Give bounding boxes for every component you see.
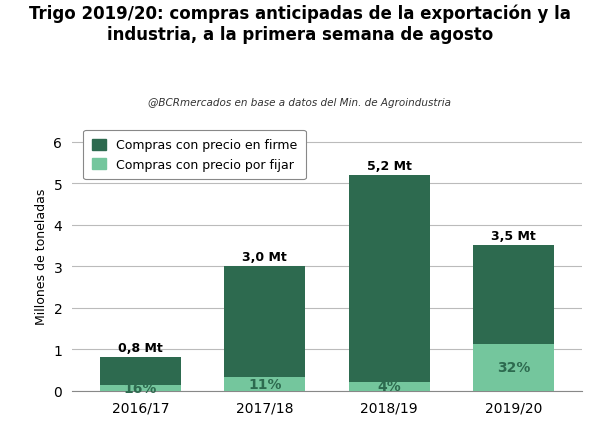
Bar <box>473 344 554 391</box>
Text: 16%: 16% <box>124 381 157 395</box>
Bar <box>224 377 305 391</box>
Text: 3,0 Mt: 3,0 Mt <box>242 250 287 263</box>
Text: Trigo 2019/20: compras anticipadas de la exportación y la
industria, a la primer: Trigo 2019/20: compras anticipadas de la… <box>29 4 571 43</box>
Text: 0,8 Mt: 0,8 Mt <box>118 342 163 355</box>
Legend: Compras con precio en firme, Compras con precio por fijar: Compras con precio en firme, Compras con… <box>83 131 306 180</box>
Bar <box>349 175 430 382</box>
Y-axis label: Millones de toneladas: Millones de toneladas <box>35 188 48 324</box>
Text: 32%: 32% <box>497 360 530 375</box>
Text: 3,5 Mt: 3,5 Mt <box>491 230 536 243</box>
Bar <box>349 382 430 391</box>
Bar <box>224 266 305 377</box>
Text: 5,2 Mt: 5,2 Mt <box>367 159 412 172</box>
Text: 4%: 4% <box>377 379 401 393</box>
Bar <box>100 358 181 385</box>
Bar <box>473 246 554 344</box>
Bar <box>100 385 181 391</box>
Text: 11%: 11% <box>248 377 281 391</box>
Text: @BCRmercados en base a datos del Min. de Agroindustria: @BCRmercados en base a datos del Min. de… <box>149 98 452 108</box>
